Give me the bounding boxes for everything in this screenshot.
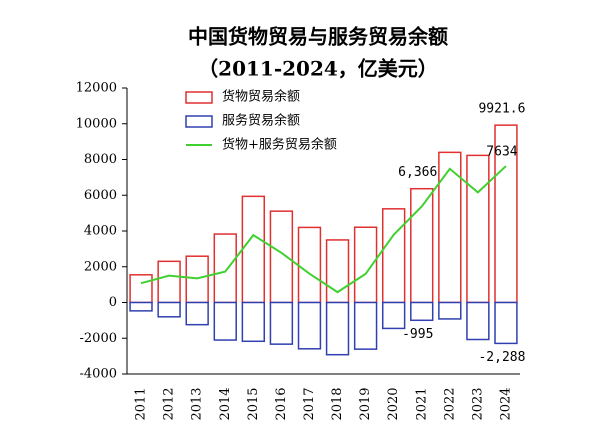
bar: [241, 301, 266, 343]
x-tick-label: 2020: [386, 387, 401, 420]
y-tick-label: 10000: [76, 116, 117, 131]
x-tick-label: 2015: [246, 387, 261, 420]
bar: [325, 301, 350, 356]
x-tick-label: 2019: [358, 387, 373, 420]
bar: [157, 260, 181, 304]
y-tick-label: 8000: [84, 152, 117, 167]
y-tick-label: -2000: [80, 331, 117, 346]
chart-title: 中国货物贸易与服务贸易余额: [188, 25, 448, 49]
bar: [466, 301, 490, 341]
x-tick-label: 2018: [330, 387, 345, 420]
data-label: 7634: [486, 145, 517, 160]
bar: [129, 274, 153, 304]
data-label: -2,288: [478, 350, 525, 365]
bar: [129, 301, 153, 312]
line: [140, 165, 507, 294]
x-tick-label: 2017: [302, 387, 317, 420]
x-tick-label: 2021: [414, 387, 429, 420]
y-tick-label: 0: [109, 295, 117, 310]
bar: [241, 195, 266, 304]
y-tick-label: 2000: [84, 259, 117, 274]
bar: [466, 154, 490, 304]
bar: [213, 233, 237, 304]
bar: [381, 208, 406, 304]
bar: [213, 301, 237, 341]
legend-label: 服务贸易余额: [222, 113, 300, 129]
x-tick-label: 2022: [442, 387, 457, 420]
bar: [410, 301, 434, 322]
y-tick-label: -4000: [80, 367, 117, 382]
bar: [269, 301, 294, 345]
x-tick-label: 2023: [470, 387, 485, 420]
bar: [157, 301, 181, 318]
legend-label: 货物贸易余额: [222, 89, 300, 105]
x-tick-label: 2012: [162, 387, 177, 420]
bar: [353, 301, 378, 350]
bar: [185, 301, 209, 326]
chart-subtitle: （2011-2024，亿美元）: [198, 57, 438, 81]
data-label: 9921.6: [478, 102, 525, 117]
data-label: 6,366: [398, 165, 437, 180]
bar: [269, 210, 294, 304]
y-tick-label: 6000: [84, 188, 117, 203]
data-label: -995: [402, 327, 433, 342]
x-tick-label: 2016: [274, 387, 289, 420]
legend-swatch: [185, 115, 213, 128]
bar: [438, 301, 462, 320]
bar: [297, 301, 322, 350]
legend-swatch: [185, 91, 213, 104]
legend-label: 货物+服务贸易余额: [222, 137, 337, 153]
bar: [297, 226, 322, 304]
x-tick-label: 2013: [190, 387, 205, 420]
y-tick-label: 4000: [84, 224, 117, 239]
x-tick-label: 2014: [218, 387, 233, 420]
x-tick-label: 2024: [498, 387, 513, 420]
bar: [381, 301, 406, 330]
x-tick-label: 2011: [134, 387, 149, 420]
y-tick-label: 12000: [76, 81, 117, 96]
bar: [494, 301, 518, 345]
